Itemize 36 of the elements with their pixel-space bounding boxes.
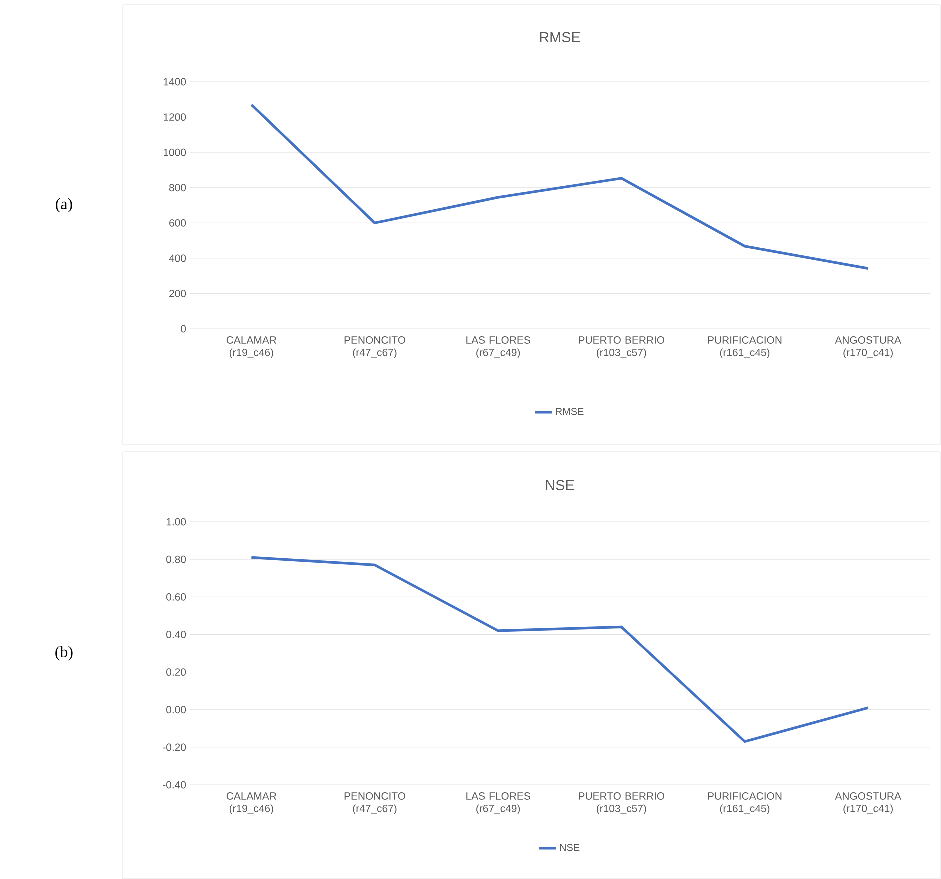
- line-series: [250, 556, 870, 744]
- x-tick-label: ANGOSTURA (r170_c41): [835, 336, 902, 358]
- x-tick-label: PENONCITO (r47_c67): [344, 336, 406, 358]
- y-tick-label: 0.60: [166, 593, 186, 601]
- y-tick-label: -0.20: [163, 744, 186, 752]
- legend-label: RMSE: [556, 408, 584, 416]
- y-tick-label: 0.40: [166, 630, 186, 638]
- chart-title: NSE: [546, 480, 574, 490]
- legend-label: NSE: [560, 844, 580, 852]
- chart-title: RMSE: [540, 32, 580, 42]
- x-tick-label: CALAMAR (r19_c46): [226, 336, 276, 358]
- text: (a): [56, 198, 72, 213]
- line-series: [250, 104, 870, 270]
- x-tick-label: PENONCITO (r47_c67): [344, 792, 406, 814]
- x-tick-label: ANGOSTURA (r170_c41): [835, 792, 902, 814]
- y-tick-label: 1400: [164, 78, 186, 86]
- y-tick-label: 1000: [164, 148, 186, 156]
- y-tick-label: -0.40: [163, 781, 186, 789]
- x-tick-label: PURIFICACION (r161_c45): [708, 336, 782, 358]
- y-tick-label: 0: [181, 325, 186, 333]
- y-tick-label: 200: [170, 290, 186, 298]
- y-tick-label: 0.00: [166, 706, 186, 714]
- text: (b): [56, 646, 73, 661]
- x-tick-label: PUERTO BERRIO (r103_c57): [579, 792, 665, 814]
- y-tick-label: 1.00: [166, 518, 186, 526]
- x-tick-label: LAS FLORES (r67_c49): [466, 336, 530, 358]
- y-tick-label: 600: [170, 219, 186, 227]
- y-tick-label: 400: [169, 254, 186, 262]
- y-tick-label: 1200: [164, 114, 186, 121]
- y-tick-label: 0.80: [166, 556, 186, 564]
- y-tick-label: 0.20: [166, 668, 186, 676]
- x-tick-label: LAS FLORES (r67_c49): [466, 792, 530, 814]
- y-tick-label: 800: [169, 184, 186, 192]
- x-tick-label: PUERTO BERRIO (r103_c57): [579, 336, 665, 358]
- x-tick-label: CALAMAR (r19_c46): [226, 792, 276, 814]
- x-tick-label: PURIFICACION (r161_c45): [708, 792, 782, 814]
